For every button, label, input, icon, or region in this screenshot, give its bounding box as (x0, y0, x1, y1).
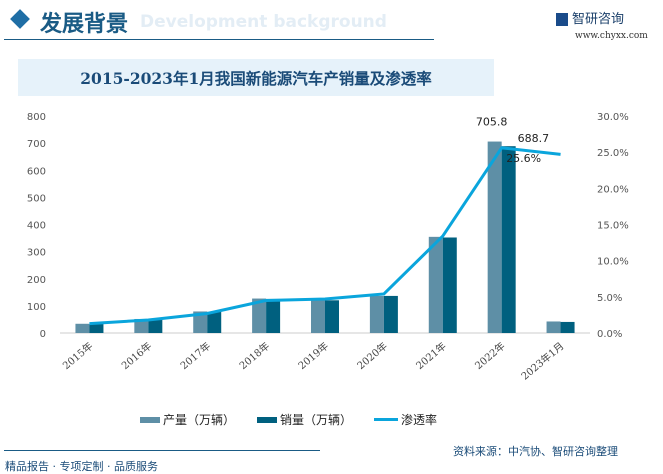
bar-production (311, 299, 325, 333)
y2-tick-label: 10.0% (597, 257, 629, 268)
data-label: 25.6% (506, 152, 541, 165)
bar-sales (266, 298, 281, 333)
bar-production (428, 236, 443, 333)
legend-rate: 渗透率 (374, 411, 437, 428)
x-tick-label: 2017年 (178, 339, 214, 372)
source-note: 资料来源：中汽协、智研咨询整理 (453, 445, 618, 458)
legend-label: 渗透率 (401, 413, 438, 427)
chart: 0 100 200 300 400 500 600 700 800 0.0% 5.0% 10.0% 15… (27, 112, 629, 383)
header-divider (4, 39, 434, 40)
y2-tick-label: 20.0% (597, 184, 629, 195)
bar-production (546, 321, 561, 333)
y2-tick-label: 0.0% (597, 329, 622, 340)
bar-sales (501, 146, 516, 333)
y-tick-label: 0 (40, 329, 46, 340)
legend-label: 销量（万辆） (280, 413, 353, 427)
legend-sales: 销量（万辆） (257, 411, 352, 428)
x-tick-label: 2015年 (60, 339, 96, 372)
footer-divider (4, 450, 320, 451)
chart-title: 2015-2023年1月我国新能源汽车产销量及渗透率 (18, 59, 494, 96)
data-label: 705.8 (476, 116, 508, 129)
legend: 产量（万辆） 销量（万辆） 渗透率 (140, 411, 437, 428)
bar-production (75, 323, 90, 333)
y-tick-label: 100 (27, 302, 46, 313)
bar-production (134, 318, 149, 333)
bar-sales (383, 295, 398, 333)
bar-production (369, 295, 384, 333)
legend-label: 产量（万辆） (163, 413, 236, 427)
logo-icon (556, 13, 568, 26)
footer-slogan: 精品报告 · 专项定制 · 品质服务 (5, 460, 158, 473)
y-tick-label: 600 (27, 166, 46, 177)
line-penetration-rate (89, 146, 561, 326)
y-tick-label: 800 (27, 112, 46, 123)
y-tick-label: 300 (27, 248, 46, 259)
diamond-icon (10, 9, 30, 29)
bar-production (487, 141, 502, 333)
section-title: 发展背景 (40, 12, 129, 37)
x-tick-label: 2020年 (354, 339, 390, 372)
header-watermark: Development background (140, 12, 387, 32)
url: www.chyxx.com (575, 31, 648, 41)
y-tick-label: 500 (27, 193, 46, 204)
y-tick-label: 400 (27, 221, 46, 232)
logo: 智研咨询 (556, 8, 624, 27)
legend-production: 产量（万辆） (140, 411, 235, 428)
bar-sales (442, 237, 457, 333)
legend-swatch (140, 416, 160, 423)
y-tick-label: 200 (27, 275, 46, 286)
x-tick-label: 2021年 (413, 339, 449, 372)
legend-swatch (374, 418, 399, 421)
bar-sales (89, 324, 104, 333)
y2-tick-label: 5.0% (597, 293, 622, 304)
data-label: 688.7 (518, 132, 550, 145)
bar-sales (325, 300, 339, 333)
y-tick-label: 700 (27, 139, 46, 150)
bar-sales (560, 321, 575, 333)
legend-swatch (257, 416, 278, 423)
bar-sales (148, 319, 163, 333)
y2-tick-label: 15.0% (597, 221, 629, 232)
y2-tick-label: 25.0% (597, 148, 629, 159)
bar-sales (207, 311, 222, 333)
x-tick-label: 2016年 (119, 339, 155, 372)
bar-production (252, 298, 267, 333)
logo-text: 智研咨询 (572, 12, 625, 27)
x-tick-label: 2023年1月 (518, 339, 566, 382)
x-tick-label: 2022年 (472, 339, 508, 372)
x-tick-label: 2018年 (237, 339, 273, 372)
bar-production (193, 311, 208, 333)
x-tick-label: 2019年 (295, 339, 331, 372)
y2-tick-label: 30.0% (597, 112, 629, 123)
